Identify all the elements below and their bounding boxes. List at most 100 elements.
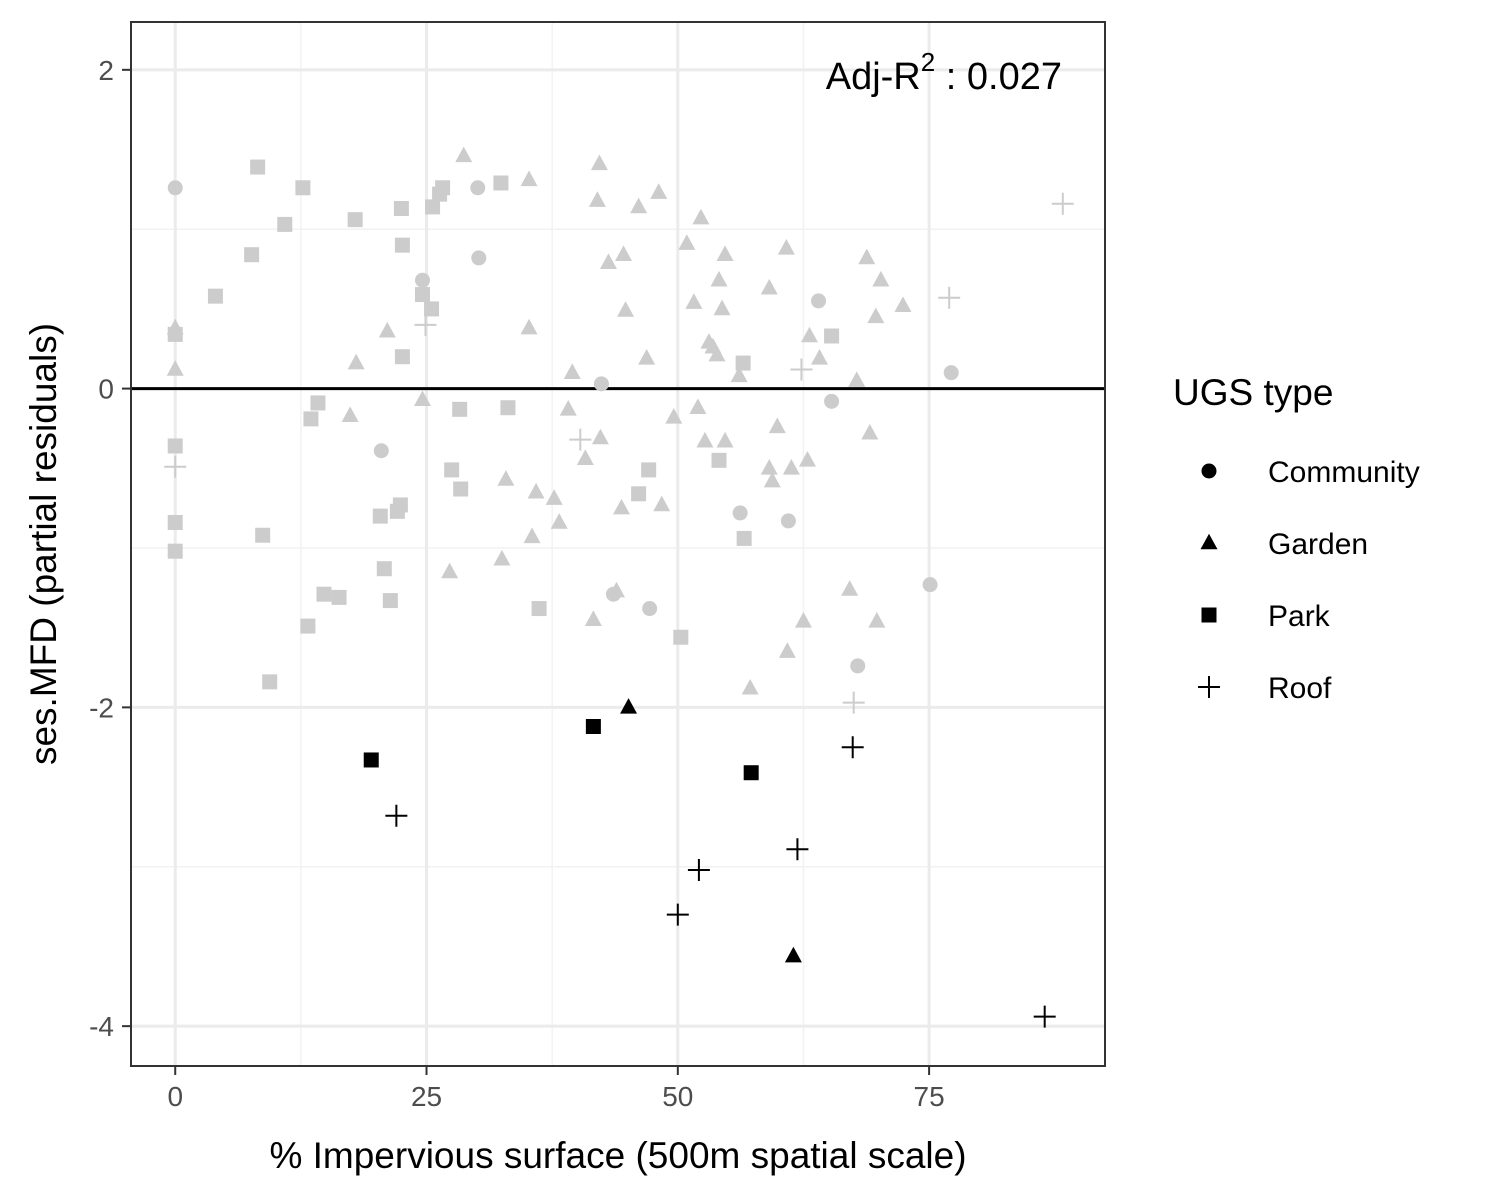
- point-roof: [790, 358, 813, 381]
- point-garden: [811, 349, 829, 365]
- point-garden: [523, 527, 541, 544]
- point-park: [167, 514, 183, 530]
- panel-background: [131, 22, 1105, 1066]
- x-tick-label: 75: [914, 1081, 945, 1112]
- point-roof: [842, 691, 865, 714]
- y-tick-label: 2: [98, 55, 114, 86]
- legend-key-park: [1201, 607, 1217, 623]
- point-garden: [441, 562, 459, 579]
- point-garden: [545, 489, 563, 505]
- point-park: [347, 212, 363, 228]
- point-garden: [650, 183, 668, 199]
- point-garden: [493, 549, 511, 566]
- point-garden: [550, 513, 568, 529]
- point-garden: [784, 946, 802, 963]
- point-park: [531, 601, 547, 617]
- point-garden: [613, 498, 631, 515]
- point-community: [780, 513, 796, 529]
- point-garden: [741, 678, 759, 695]
- point-garden: [716, 245, 734, 262]
- point-garden: [527, 482, 545, 499]
- point-garden: [455, 146, 473, 163]
- point-park: [310, 395, 326, 411]
- legend-label-roof: Roof: [1268, 672, 1332, 705]
- point-roof: [786, 838, 809, 861]
- point-garden: [794, 612, 812, 628]
- point-garden: [689, 398, 707, 415]
- point-garden: [591, 428, 609, 445]
- point-garden: [563, 363, 581, 379]
- point-garden: [798, 451, 816, 467]
- point-garden: [868, 612, 886, 628]
- point-garden: [653, 495, 671, 512]
- point-garden: [620, 698, 638, 714]
- point-community: [943, 365, 959, 381]
- point-park: [453, 481, 469, 497]
- point-garden: [763, 471, 781, 488]
- legend-key-community: [1201, 463, 1217, 479]
- point-park: [255, 527, 271, 543]
- point-community: [850, 658, 866, 674]
- point-park: [382, 593, 398, 609]
- point-park: [452, 401, 468, 417]
- point-garden: [497, 470, 515, 486]
- point-roof: [569, 428, 592, 451]
- point-park: [244, 247, 260, 263]
- point-park: [824, 328, 840, 344]
- x-tick-label: 25: [411, 1081, 442, 1112]
- point-garden: [378, 321, 396, 338]
- point-park: [641, 462, 657, 478]
- legend-title: UGS type: [1173, 372, 1333, 413]
- point-garden: [599, 253, 617, 269]
- point-garden: [559, 400, 577, 416]
- point-community: [373, 443, 389, 459]
- data-points: [164, 146, 1074, 1028]
- point-park: [585, 719, 601, 735]
- point-park: [372, 508, 388, 524]
- legend-key-roof: [1198, 676, 1220, 698]
- point-park: [303, 411, 319, 427]
- point-park: [250, 159, 266, 175]
- point-park: [424, 301, 440, 317]
- point-community: [811, 293, 827, 309]
- r-squared-prefix: Adj-R: [826, 56, 921, 98]
- point-garden: [760, 458, 778, 475]
- point-garden: [861, 423, 879, 440]
- point-park: [444, 462, 460, 478]
- point-garden: [520, 318, 538, 335]
- point-garden: [710, 270, 728, 287]
- point-park: [393, 200, 409, 216]
- point-park: [394, 349, 410, 365]
- point-park: [300, 618, 316, 634]
- x-tick-label: 0: [167, 1081, 183, 1112]
- point-park: [376, 561, 392, 577]
- r-squared-value: : 0.027: [935, 56, 1062, 98]
- point-roof: [1051, 192, 1074, 215]
- point-park: [711, 452, 727, 468]
- point-garden: [630, 197, 648, 214]
- point-garden: [894, 296, 912, 313]
- y-tick-label: -2: [89, 692, 114, 723]
- y-tick-label: 0: [98, 374, 114, 405]
- point-park: [363, 752, 379, 768]
- point-park: [262, 674, 278, 690]
- legend-key-garden: [1200, 533, 1218, 550]
- point-park: [743, 765, 759, 781]
- point-roof: [1033, 1005, 1056, 1028]
- point-roof: [666, 903, 689, 926]
- point-roof: [687, 858, 710, 881]
- point-garden: [678, 234, 696, 250]
- point-park: [414, 287, 430, 303]
- point-garden: [617, 301, 635, 317]
- point-garden: [841, 580, 859, 596]
- point-garden: [768, 417, 786, 434]
- point-roof: [938, 286, 961, 309]
- point-garden: [607, 581, 625, 598]
- point-community: [414, 272, 430, 288]
- y-axis: -4 -2 0 2: [89, 55, 131, 1042]
- point-community: [922, 577, 938, 593]
- x-tick-label: 50: [662, 1081, 693, 1112]
- point-roof: [385, 804, 408, 827]
- point-park: [735, 355, 751, 371]
